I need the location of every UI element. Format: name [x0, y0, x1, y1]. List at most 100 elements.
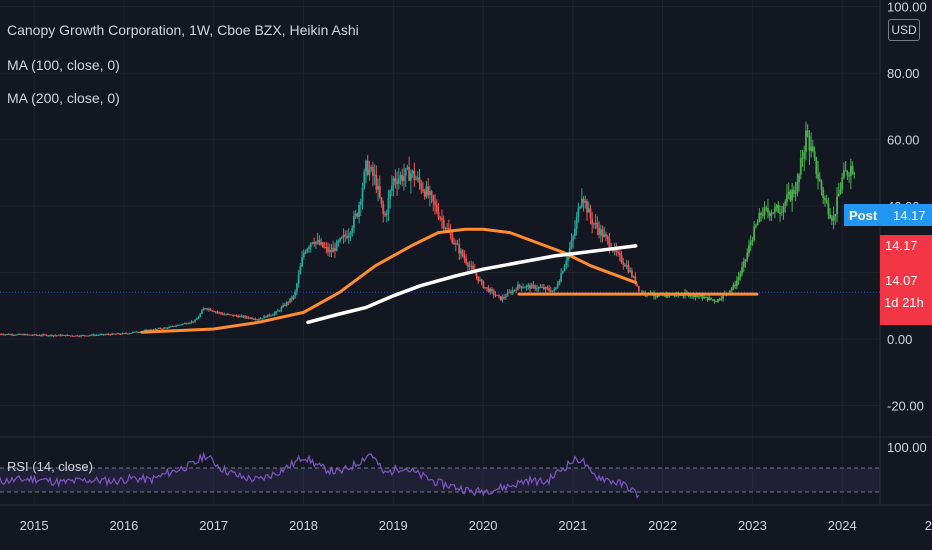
candle-body: [836, 196, 838, 214]
candle-body: [28, 334, 31, 336]
candle: [66, 334, 69, 337]
ma100-legend[interactable]: MA (100, close, 0): [7, 57, 120, 73]
candle: [95, 333, 98, 336]
candle-body: [43, 334, 46, 336]
rsi-pane[interactable]: [0, 451, 880, 500]
candle-body: [5, 333, 8, 335]
candle-body: [240, 315, 243, 317]
candle: [266, 314, 269, 318]
candle-body: [264, 316, 267, 318]
candle: [427, 177, 430, 199]
candle-body: [575, 217, 578, 229]
candle-body: [180, 324, 183, 326]
candle: [532, 280, 535, 289]
candle: [69, 335, 72, 337]
candle-body: [278, 310, 281, 312]
candle-body: [456, 243, 459, 245]
candle-body: [444, 228, 447, 230]
candle: [247, 316, 250, 320]
candle-body: [641, 292, 643, 294]
candle-body: [12, 334, 15, 336]
candle: [14, 334, 17, 336]
candle-body: [527, 285, 530, 287]
candle-body: [748, 245, 750, 253]
price-tag-stack: 14.17 14.07 1d 21h: [880, 235, 932, 325]
candle: [765, 205, 768, 212]
candle: [353, 210, 355, 234]
candle: [515, 287, 518, 294]
candle-body: [107, 334, 110, 336]
candle: [330, 243, 333, 258]
candle: [323, 242, 326, 249]
candle-body: [254, 319, 257, 321]
candle-body: [73, 335, 76, 337]
candle: [80, 334, 82, 338]
candle-body: [799, 158, 802, 175]
candle-body: [99, 334, 101, 336]
candle-body: [304, 252, 307, 254]
candle: [784, 199, 787, 213]
candle-body: [815, 157, 818, 174]
candle: [111, 332, 114, 336]
candle-body: [808, 136, 811, 151]
candle: [454, 239, 457, 252]
time-tick-label: 2020: [469, 518, 498, 533]
candle: [704, 296, 707, 298]
candle-body: [207, 308, 210, 310]
candle-body: [173, 325, 176, 327]
candle-body: [749, 242, 752, 246]
candle-body: [463, 255, 466, 259]
candle-body: [201, 310, 203, 314]
candle: [409, 169, 412, 194]
candle-body: [256, 319, 259, 321]
candle: [841, 172, 844, 194]
candle-body: [487, 287, 490, 292]
candle-body: [489, 289, 492, 292]
candle: [463, 250, 466, 263]
candle-body: [334, 247, 336, 251]
candle-body: [230, 314, 233, 316]
candle: [7, 333, 10, 335]
candle-body: [454, 243, 457, 245]
ma200-legend[interactable]: MA (200, close, 0): [7, 90, 120, 106]
currency-button[interactable]: USD: [888, 19, 920, 41]
candle-body: [366, 160, 369, 175]
candle-body: [704, 296, 707, 298]
candle: [161, 328, 164, 330]
candle-body: [567, 253, 569, 261]
candle-body: [654, 296, 657, 298]
candle: [396, 171, 398, 196]
candle-body: [510, 291, 512, 294]
candle: [773, 202, 776, 219]
candle: [19, 333, 22, 335]
candle: [100, 333, 103, 336]
candle-body: [394, 178, 397, 182]
candle-body: [422, 189, 424, 192]
candle-body: [301, 257, 304, 267]
candle: [168, 325, 171, 329]
candle: [214, 310, 217, 314]
candle-body: [244, 316, 247, 318]
candle: [380, 196, 383, 208]
candle: [465, 253, 468, 266]
candle: [484, 287, 487, 290]
candle: [517, 281, 519, 291]
candle-body: [81, 335, 84, 337]
candle: [377, 178, 379, 202]
candle: [30, 334, 32, 336]
candle-body: [346, 236, 348, 238]
candle: [370, 164, 373, 173]
rsi-legend[interactable]: RSI (14, close): [7, 459, 93, 474]
candle-body: [606, 236, 609, 240]
candle: [397, 168, 400, 190]
candle-body: [586, 200, 588, 213]
candle: [574, 220, 576, 240]
candle-body: [817, 173, 819, 179]
candle-body: [85, 335, 88, 337]
candle-body: [169, 326, 172, 328]
candle: [354, 210, 357, 219]
candle: [632, 275, 635, 279]
candle: [441, 209, 443, 229]
candle: [290, 295, 293, 303]
